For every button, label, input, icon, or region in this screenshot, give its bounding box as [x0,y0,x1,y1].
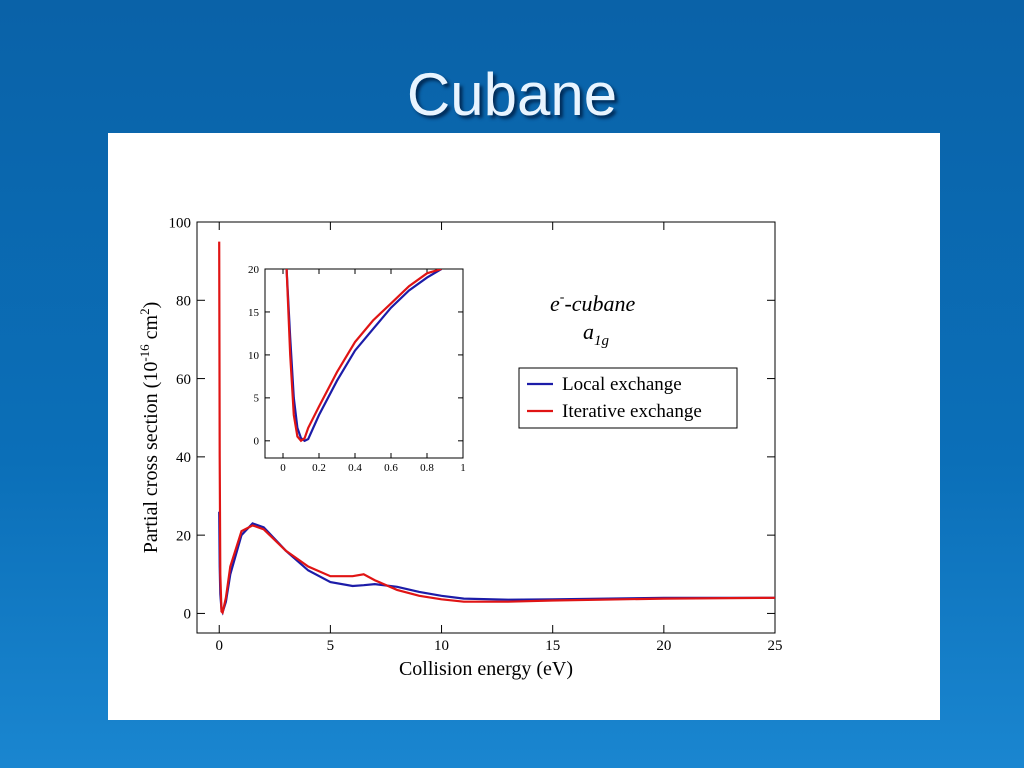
x-tick-label: 1 [460,462,466,474]
text-part: 1g [594,333,610,349]
y-tick-label: 10 [248,350,260,362]
slide-title: Cubane [406,61,618,128]
x-tick-label: 10 [434,638,449,654]
y-tick-label: 20 [176,528,191,544]
x-axis-label: Collision energy (eV) [399,658,573,680]
legend-box [518,367,738,429]
x-tick-label: 0 [215,638,223,654]
x-tick-label: 20 [656,638,671,654]
y-axis-label: Partial cross section (10-16 cm2) [137,302,162,554]
text-part: a [583,319,594,344]
y-tick-label: 0 [254,436,260,448]
y-tick-label: 0 [184,607,192,623]
x-tick-label: 0.6 [384,462,398,474]
y-tick-label: 80 [176,294,191,310]
series-line [218,241,775,615]
legend-label: Local exchange [562,374,682,395]
text-part: -cubane [564,291,635,316]
y-tick-label: 15 [248,307,260,319]
x-tick-label: 15 [545,638,560,654]
plot-frame [196,221,776,634]
text-part: - [560,290,565,305]
y-tick-label: 20 [248,264,260,276]
text-part: -16 [137,344,152,362]
y-tick-label: 40 [176,450,191,466]
text-part: cm [140,314,162,344]
text-part: Partial cross section (10 [140,362,162,554]
y-tick-label: 60 [176,372,191,388]
series-line [285,269,442,443]
text-part: e [550,291,560,316]
series-line [285,269,442,443]
x-tick-label: 0.4 [348,462,362,474]
plot-frame [264,268,464,459]
legend-label: Iterative exchange [562,401,702,422]
x-tick-label: 0.2 [312,462,326,474]
annotation: e--cubane [550,290,636,316]
y-tick-label: 5 [254,393,260,405]
text-part: 2 [137,308,152,315]
x-tick-label: 0.8 [420,462,434,474]
y-tick-label: 100 [169,215,192,231]
x-tick-label: 0 [280,462,286,474]
x-tick-label: 25 [768,638,783,654]
annotation: a1g [583,319,610,349]
x-tick-label: 5 [327,638,335,654]
text-part: ) [140,302,162,309]
